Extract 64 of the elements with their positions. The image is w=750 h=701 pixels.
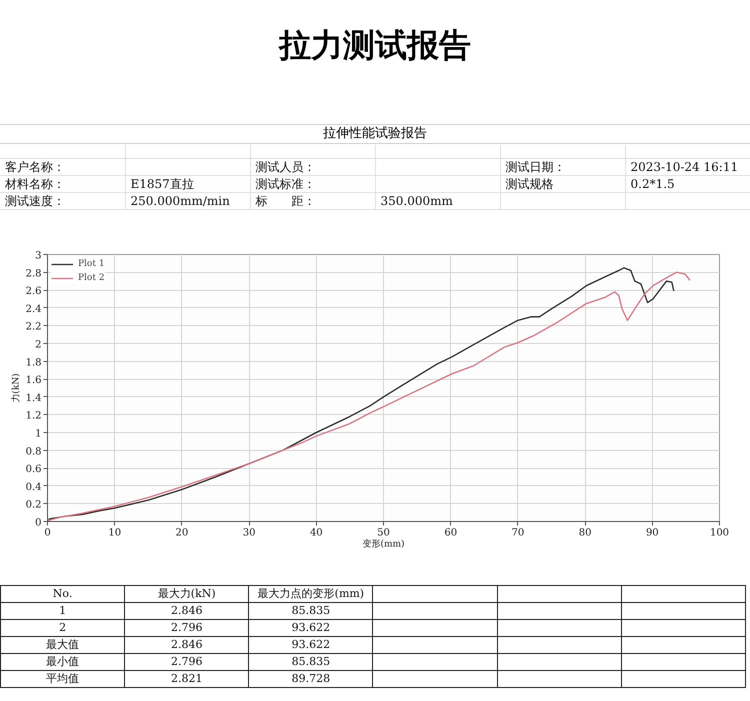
x-tick-label: 50 [377, 528, 390, 538]
text: 材料名称： [0, 175, 125, 192]
text: 2.821 [124, 670, 249, 688]
text: 最大值 [0, 636, 125, 654]
text: 89.728 [248, 670, 373, 688]
x-tick-label: 40 [310, 528, 323, 538]
text: 最大力点的变形(mm) [248, 586, 373, 602]
text: 2.846 [124, 602, 249, 620]
text: 2.796 [124, 620, 249, 636]
x-axis-title: 变形(mm) [362, 538, 405, 550]
x-tick-label: 10 [108, 528, 122, 538]
y-tick-label: 2.6 [26, 286, 42, 298]
y-tick-label: 0.2 [26, 500, 42, 511]
x-tick-label: 60 [444, 528, 458, 538]
chart-subtitle: 拉伸性能试验报告 [0, 124, 750, 144]
text: 标 距： [250, 192, 375, 209]
y-tick-label: 1.6 [26, 375, 42, 386]
text: 测试标准： [250, 175, 375, 192]
x-tick-label: 30 [242, 528, 256, 538]
y-tick-label: 0.8 [26, 446, 42, 458]
text: 2023-10-24 16:11 [625, 158, 750, 175]
text: 93.622 [248, 620, 373, 636]
text: 2.846 [124, 636, 249, 654]
y-tick-label: 0.6 [26, 464, 42, 476]
legend-label: Plot 2 [78, 272, 105, 284]
text: 85.835 [248, 654, 373, 670]
y-tick-label: 1.2 [26, 410, 42, 422]
text: 250.000mm/min [125, 192, 250, 209]
y-tick-label: 3 [35, 250, 42, 262]
y-tick-label: 2.8 [26, 268, 42, 280]
x-tick-label: 70 [512, 528, 524, 538]
text: 测试日期： [500, 158, 625, 175]
y-tick-label: 1.8 [26, 357, 42, 368]
text: 测试规格 [500, 175, 625, 192]
y-axis-title: 力(kN) [10, 373, 22, 403]
y-tick-label: 2.2 [26, 322, 42, 333]
text: 测试人员： [250, 158, 375, 175]
text: 2.796 [124, 654, 249, 670]
text: 客户名称： [0, 158, 125, 175]
y-tick-label: 2.4 [26, 304, 42, 315]
text: No. [0, 586, 125, 602]
y-tick-label: 0.4 [26, 482, 42, 493]
text: 最小值 [0, 654, 125, 670]
x-tick-label: 80 [578, 528, 592, 538]
y-tick-label: 1.4 [26, 392, 42, 404]
y-tick-label: 0 [35, 518, 42, 528]
x-tick-label: 20 [176, 528, 188, 538]
text: 93.622 [248, 636, 373, 654]
x-tick-label: 90 [646, 528, 659, 538]
y-tick-label: 2 [35, 340, 42, 350]
text: 1 [0, 602, 125, 620]
text: 平均值 [0, 670, 125, 688]
x-tick-label: 0 [44, 528, 51, 538]
chart-title: 拉力测试报告 [277, 25, 472, 66]
text: 最大力(kN) [124, 586, 249, 602]
text: 2 [0, 620, 125, 636]
legend-label: Plot 1 [78, 258, 105, 270]
text: E1857直拉 [125, 175, 250, 192]
text: 350.000mm [375, 192, 500, 209]
x-tick-label: 100 [710, 528, 730, 538]
y-tick-label: 1 [35, 428, 42, 440]
text: 测试速度： [0, 192, 125, 209]
text: 85.835 [248, 602, 373, 620]
text: 0.2*1.5 [625, 175, 750, 192]
